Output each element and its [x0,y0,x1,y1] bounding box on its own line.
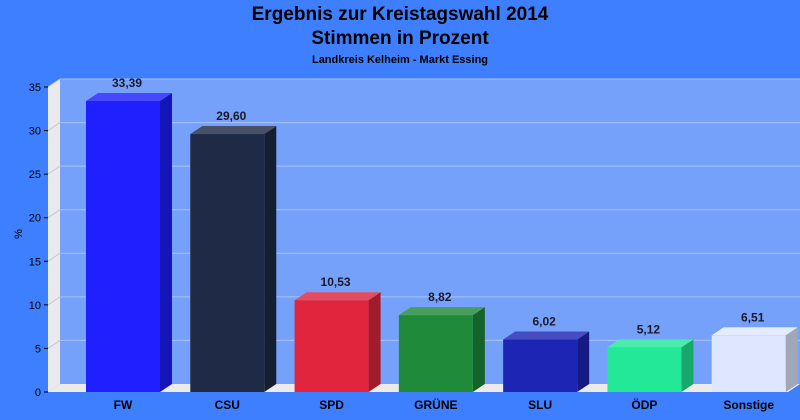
bar[interactable] [503,339,578,392]
bar-side [681,339,694,392]
y-axis-label: % [13,229,25,239]
y-tick-label: 15 [29,256,41,268]
x-tick-label: FW [114,398,133,412]
data-label: 33,39 [112,76,142,90]
y-tick-label: 25 [29,169,41,181]
y-tick-label: 20 [29,213,41,225]
bar-side [160,93,172,392]
bar-top [607,339,694,348]
gridline-side [47,78,61,88]
chart-title: Ergebnis zur Kreistagswahl 2014 [251,4,549,25]
bar-top [294,292,381,301]
gridline-side [47,296,61,306]
gridline-side [47,209,61,219]
bar-side [368,292,381,392]
data-label: 6,02 [532,315,556,329]
bar[interactable] [294,300,369,392]
bar-top [398,307,485,316]
x-tick-label: Sonstige [723,398,774,412]
x-tick-label: ÖDP [631,397,657,412]
gridline-side [47,165,61,175]
bar[interactable] [607,347,682,392]
gridline-side [47,340,61,349]
gridline-side [47,252,61,262]
bar-side [264,126,277,393]
data-label: 5,12 [637,322,661,336]
bar-top [503,331,590,340]
data-label: 8,82 [428,290,452,304]
data-label: 10,53 [321,275,351,289]
y-tick-label: 5 [35,343,41,355]
bar[interactable] [86,101,160,392]
x-tick-label: GRÜNE [414,397,457,412]
y-tick-label: 10 [29,300,41,312]
bar[interactable] [711,335,786,392]
plot-left-wall [48,79,60,392]
x-tick-label: SLU [528,398,552,412]
bar[interactable] [190,134,265,393]
chart-title-line2: Stimmen in Prozent [311,28,489,49]
bar-side [577,331,590,392]
bar-top [190,126,277,135]
data-label: 29,60 [216,109,246,123]
bar-side [472,307,485,392]
y-tick-label: 0 [35,387,41,399]
bar-top [86,93,172,102]
data-label: 6,51 [741,310,765,324]
x-tick-label: SPD [319,398,344,412]
bar-top [711,327,798,336]
bar-side [785,327,798,392]
y-tick-label: 35 [29,82,41,94]
chart-subtitle: Landkreis Kelheim - Markt Essing [311,54,489,66]
gridline-side [47,122,61,131]
x-tick-label: CSU [215,398,240,412]
y-tick-label: 30 [29,126,41,138]
bar[interactable] [398,315,473,392]
